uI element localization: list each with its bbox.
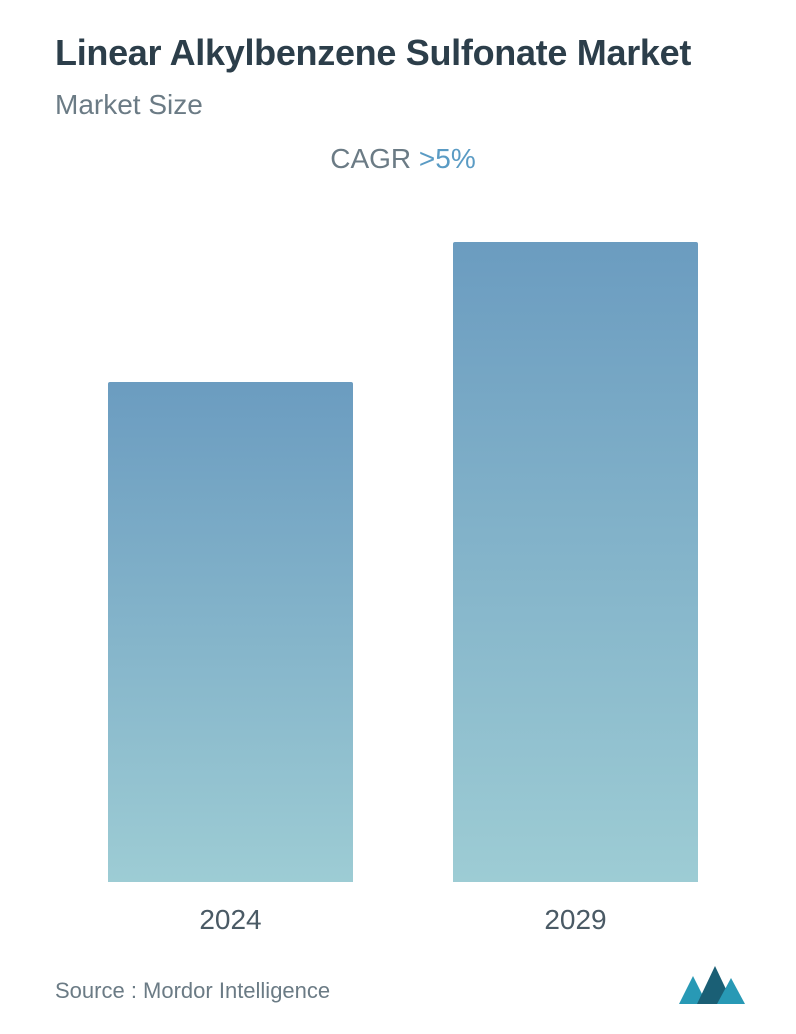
chart-subtitle: Market Size (55, 89, 751, 121)
bar-1 (453, 242, 698, 882)
cagr-value: >5% (419, 143, 476, 174)
bar-0 (108, 382, 353, 882)
chart-title: Linear Alkylbenzene Sulfonate Market (55, 30, 751, 75)
mordor-logo-icon (679, 964, 745, 1004)
chart-container: Linear Alkylbenzene Sulfonate Market Mar… (0, 0, 796, 1034)
bar-group-1: 2029 (453, 242, 698, 936)
chart-plot-area: 2024 2029 (55, 193, 751, 936)
source-text: Source : Mordor Intelligence (55, 978, 330, 1004)
cagr-row: CAGR >5% (55, 143, 751, 175)
cagr-label: CAGR (330, 143, 419, 174)
bar-group-0: 2024 (108, 382, 353, 936)
chart-footer: Source : Mordor Intelligence (55, 964, 751, 1004)
bar-label-0: 2024 (199, 904, 261, 936)
bar-label-1: 2029 (544, 904, 606, 936)
